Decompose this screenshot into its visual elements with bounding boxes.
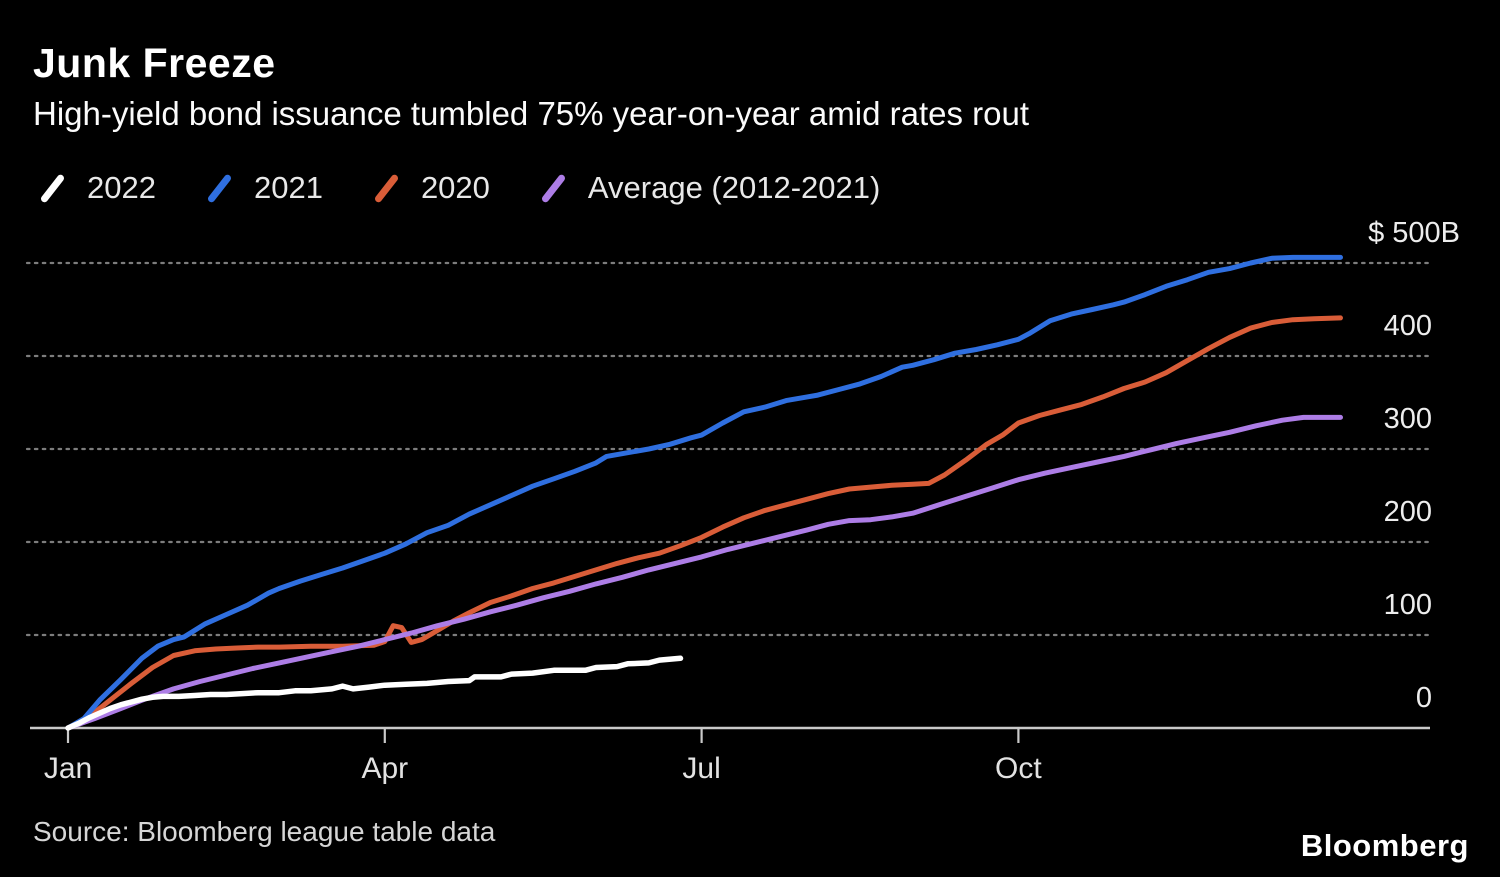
y-tick-label-500: $ 500B xyxy=(1368,217,1460,249)
y-tick-label-200: 200 xyxy=(1383,496,1432,528)
bloomberg-logo: Bloomberg xyxy=(1300,828,1469,863)
x-tick-label-jul: Jul xyxy=(682,752,721,785)
legend-item-2020: 2020 xyxy=(370,170,490,206)
y-tick-label-300: 300 xyxy=(1383,403,1432,435)
y-tick-label-0: 0 xyxy=(1415,682,1432,714)
legend-label: 2021 xyxy=(253,170,323,205)
series-line-2020 xyxy=(65,315,1343,731)
series-line-average-2012-2021- xyxy=(65,414,1343,731)
legend-item-average-2012-2021-: Average (2012-2021) xyxy=(537,170,880,206)
x-tick-label-jan: Jan xyxy=(43,752,93,785)
x-tick-label-oct: Oct xyxy=(995,752,1042,785)
source-note: Source: Bloomberg league table data xyxy=(33,816,496,847)
legend-item-2021: 2021 xyxy=(203,170,323,206)
y-tick-label-400: 400 xyxy=(1383,310,1432,342)
chart-subtitle: High-yield bond issuance tumbled 75% yea… xyxy=(33,95,1030,132)
legend: 2022 2021 2020 Average (2012-2021) xyxy=(36,170,880,206)
legend-label: 2020 xyxy=(420,170,490,205)
y-tick-label-100: 100 xyxy=(1383,589,1432,621)
series-line-2022 xyxy=(65,655,684,731)
series-line-2021 xyxy=(65,254,1343,731)
legend-label: Average (2012-2021) xyxy=(587,170,881,205)
legend-item-2022: 2022 xyxy=(36,170,156,206)
x-tick-label-apr: Apr xyxy=(361,752,409,785)
legend-label: 2022 xyxy=(87,170,156,205)
chart-title: Junk Freeze xyxy=(33,40,276,86)
